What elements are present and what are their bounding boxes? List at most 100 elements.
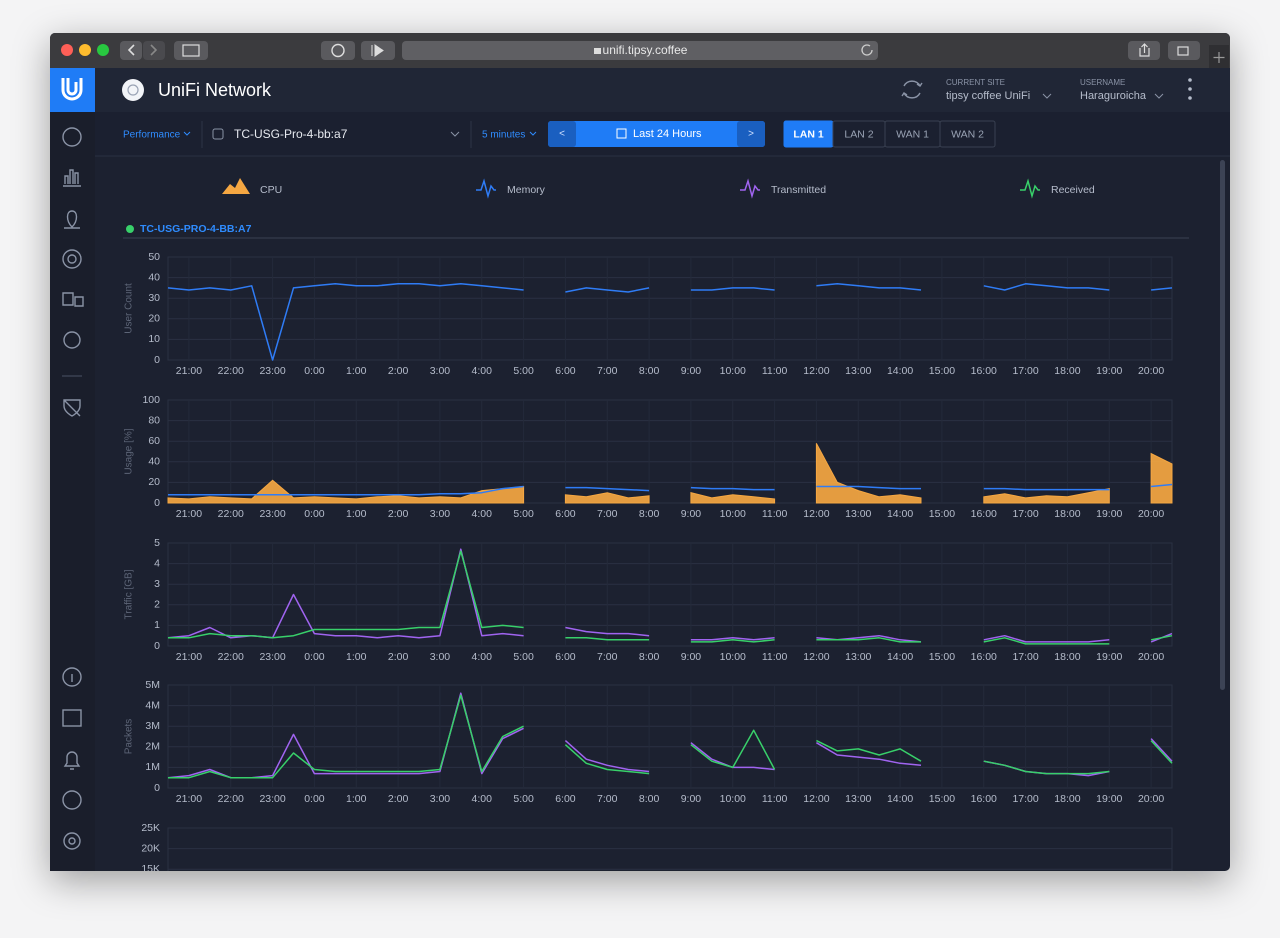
device-select[interactable]: TC-USG-Pro-4-bb:a7 xyxy=(234,127,348,141)
x-tick-label: 21:00 xyxy=(176,793,202,805)
interval-chevron[interactable] xyxy=(529,131,537,136)
interval-select[interactable]: 5 minutes xyxy=(482,130,525,141)
x-tick-label: 10:00 xyxy=(720,365,746,377)
x-tick-label: 11:00 xyxy=(762,508,788,520)
x-tick-label: 11:00 xyxy=(762,793,788,805)
statistics-icon[interactable] xyxy=(63,169,81,187)
tab[interactable] xyxy=(939,120,996,148)
x-tick-label: 9:00 xyxy=(681,793,702,805)
threat-icon[interactable] xyxy=(63,399,81,417)
chart: 0 1 2 3 4 5 21:00 22:00 23:00 0:00 1:00 2:00 3:00 4:0… xyxy=(124,537,1173,663)
minimize-button[interactable] xyxy=(79,44,91,56)
more-menu[interactable] xyxy=(1188,78,1192,100)
legend-label[interactable]: Transmitted xyxy=(771,184,826,196)
x-tick-label: 9:00 xyxy=(681,651,702,663)
reload-icon[interactable] xyxy=(861,44,873,56)
alerts-icon[interactable] xyxy=(63,751,81,770)
x-tick-label: 10:00 xyxy=(720,508,746,520)
x-tick-label: 10:00 xyxy=(720,651,746,663)
x-tick-label: 20:00 xyxy=(1138,365,1164,377)
legend-label[interactable]: CPU xyxy=(260,184,282,196)
user-name[interactable]: Haraguroicha xyxy=(1080,90,1147,102)
y-tick-label: 4 xyxy=(154,557,160,569)
back-icon xyxy=(127,44,135,56)
privacy-button[interactable] xyxy=(321,41,355,60)
insights-icon[interactable] xyxy=(63,331,81,349)
devices-icon[interactable] xyxy=(62,249,82,269)
x-tick-label: 0:00 xyxy=(304,651,325,663)
chart: 15K 20K 25K xyxy=(141,822,1173,871)
y-tick-label: 40 xyxy=(148,456,160,468)
x-tick-label: 2:00 xyxy=(388,793,409,805)
map-icon[interactable] xyxy=(64,210,80,229)
x-tick-label: 1:00 xyxy=(346,793,367,805)
forward-button[interactable] xyxy=(143,41,165,60)
x-tick-label: 13:00 xyxy=(845,508,871,520)
x-tick-label: 2:00 xyxy=(388,365,409,377)
chat-icon[interactable] xyxy=(62,790,82,810)
y-tick-label: 100 xyxy=(142,394,160,406)
x-tick-label: 0:00 xyxy=(304,365,325,377)
x-tick-label: 5:00 xyxy=(513,651,534,663)
x-tick-label: 20:00 xyxy=(1138,793,1164,805)
device-chevron[interactable] xyxy=(450,131,460,137)
legend-icon xyxy=(1020,178,1040,199)
tab-group: LAN 1 LAN 2 WAN 1 WAN 2 xyxy=(783,120,996,148)
y-tick-label: 80 xyxy=(148,414,160,426)
x-tick-label: 4:00 xyxy=(472,793,493,805)
zoom-button[interactable] xyxy=(97,44,109,56)
x-tick-label: 10:00 xyxy=(720,793,746,805)
sidebar-icons xyxy=(62,127,84,850)
clients-icon[interactable] xyxy=(62,292,84,307)
x-tick-label: 15:00 xyxy=(929,508,955,520)
legend-label[interactable]: Received xyxy=(1051,184,1095,196)
settings-icon-inner xyxy=(68,837,76,845)
logo-tile[interactable] xyxy=(50,68,95,112)
settings-icon[interactable] xyxy=(63,832,81,850)
x-tick-label: 14:00 xyxy=(887,508,913,520)
site-chevron[interactable] xyxy=(1042,93,1052,99)
dashboard-icon[interactable] xyxy=(62,127,82,147)
y-tick-label: 4M xyxy=(145,699,160,711)
sidebar-button[interactable] xyxy=(174,41,208,60)
x-tick-label: 15:00 xyxy=(929,365,955,377)
x-tick-label: 22:00 xyxy=(218,365,244,377)
url: unifi.tipsy.coffee xyxy=(603,43,688,57)
y-tick-label: 0 xyxy=(154,640,160,652)
site-name[interactable]: tipsy coffee UniFi xyxy=(946,90,1030,102)
user-chevron[interactable] xyxy=(1154,93,1164,99)
x-tick-label: 21:00 xyxy=(176,651,202,663)
about-icon[interactable] xyxy=(62,667,82,687)
prev-button[interactable] xyxy=(548,121,576,147)
x-tick-label: 3:00 xyxy=(430,651,451,663)
line xyxy=(167,283,1173,361)
legend-icon xyxy=(740,178,760,199)
x-tick-label: 12:00 xyxy=(803,365,829,377)
tabs-button[interactable] xyxy=(1168,41,1200,60)
view-select[interactable]: Performance xyxy=(123,130,181,141)
app-name: UniFi Network xyxy=(158,80,272,100)
share-icon xyxy=(1139,43,1150,57)
x-tick-label: 13:00 xyxy=(845,365,871,377)
y-tick-label: 0 xyxy=(154,782,160,794)
x-tick-label: 7:00 xyxy=(597,365,618,377)
x-tick-label: 4:00 xyxy=(472,508,493,520)
next-button[interactable] xyxy=(737,121,765,147)
tab-label: LAN 1 xyxy=(793,128,823,140)
refresh-icon[interactable] xyxy=(901,80,923,99)
x-tick-label: 12:00 xyxy=(803,508,829,520)
x-tick-label: 19:00 xyxy=(1096,793,1122,805)
x-tick-label: 12:00 xyxy=(803,793,829,805)
y-axis-label: User Count xyxy=(124,283,135,334)
legend-label[interactable]: Memory xyxy=(507,184,546,196)
x-tick-label: 22:00 xyxy=(218,651,244,663)
address-bar[interactable] xyxy=(402,41,878,60)
content: TC-USG-PRO-4-BB:A7 CPU Memory Transmitted R… xyxy=(123,178,1189,239)
range-label[interactable]: Last 24 Hours xyxy=(633,128,702,140)
view-chevron[interactable] xyxy=(183,131,191,136)
events-icon[interactable] xyxy=(62,709,82,727)
back-button[interactable] xyxy=(120,41,142,60)
close-button[interactable] xyxy=(61,44,73,56)
status-dot xyxy=(126,225,134,233)
x-tick-label: 19:00 xyxy=(1096,365,1122,377)
